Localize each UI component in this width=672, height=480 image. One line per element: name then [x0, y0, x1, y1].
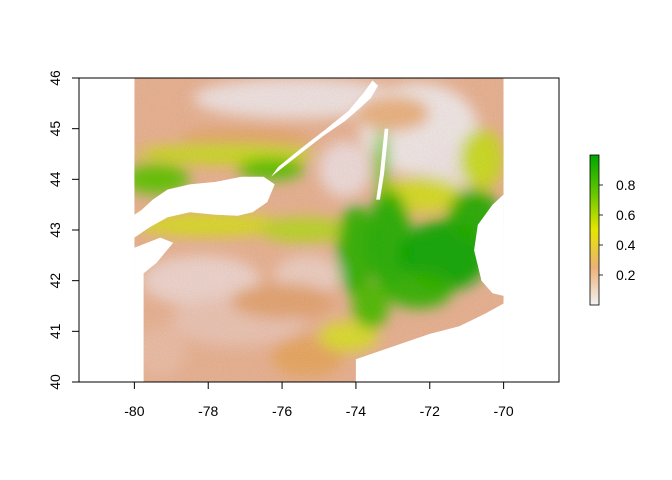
y-tick-label: 46 — [47, 70, 63, 86]
y-tick-label: 40 — [47, 374, 63, 390]
raster-value-patch — [367, 189, 412, 291]
raster-value-field — [134, 78, 504, 377]
x-axis: -80 -78 -76 -74 -72 -70 — [124, 381, 514, 419]
lake-ontario — [134, 176, 275, 238]
raster-value-patch — [271, 336, 345, 377]
legend-tick-label: 0.8 — [616, 177, 636, 193]
raster-value-patch — [134, 326, 187, 377]
x-tick-label: -80 — [124, 403, 144, 419]
gulf-of-maine — [474, 194, 504, 296]
color-legend: 0.2 0.4 0.6 0.8 — [589, 154, 636, 306]
y-tick-label: 42 — [47, 273, 63, 289]
raster-value-patch — [337, 204, 375, 296]
legend-tick-label: 0.6 — [616, 207, 636, 223]
raster-value-patch — [319, 321, 379, 352]
raster-value-patch — [459, 128, 504, 190]
lake-erie — [134, 237, 174, 281]
legend-tick-label: 0.4 — [616, 237, 636, 253]
raster-value-patch — [134, 164, 190, 195]
raster-value-patch — [193, 78, 401, 119]
western-edge-nodata — [134, 270, 144, 382]
raster-value-patch — [319, 141, 371, 198]
raster-value-patch — [141, 255, 260, 306]
y-tick-label: 43 — [47, 222, 63, 238]
raster-value-patch — [355, 95, 430, 132]
raster-value-patch — [134, 213, 283, 237]
lake-champlain — [376, 128, 389, 200]
raster-surface — [134, 78, 504, 382]
y-tick-label: 41 — [47, 323, 63, 339]
legend-ticks: 0.2 0.4 0.6 0.8 — [599, 177, 636, 283]
raster-value-patch — [230, 283, 334, 319]
x-tick-label: -74 — [346, 403, 366, 419]
raster-value-patch — [385, 273, 452, 309]
x-tick-label: -78 — [198, 403, 218, 419]
x-tick-label: -72 — [420, 403, 440, 419]
water-bodies — [134, 80, 504, 382]
raster-value-patch — [259, 217, 349, 243]
y-tick-label: 44 — [47, 171, 63, 187]
legend-tick-label: 0.2 — [616, 267, 636, 283]
x-tick-label: -70 — [493, 403, 513, 419]
atlantic-ocean — [355, 303, 504, 382]
st-lawrence-river — [271, 80, 379, 177]
raster-value-patch — [352, 283, 390, 329]
y-axis: 40 41 42 43 44 45 46 — [47, 70, 80, 390]
x-tick-label: -76 — [272, 403, 292, 419]
y-tick-label: 45 — [47, 121, 63, 137]
legend-colorbar — [589, 154, 600, 306]
